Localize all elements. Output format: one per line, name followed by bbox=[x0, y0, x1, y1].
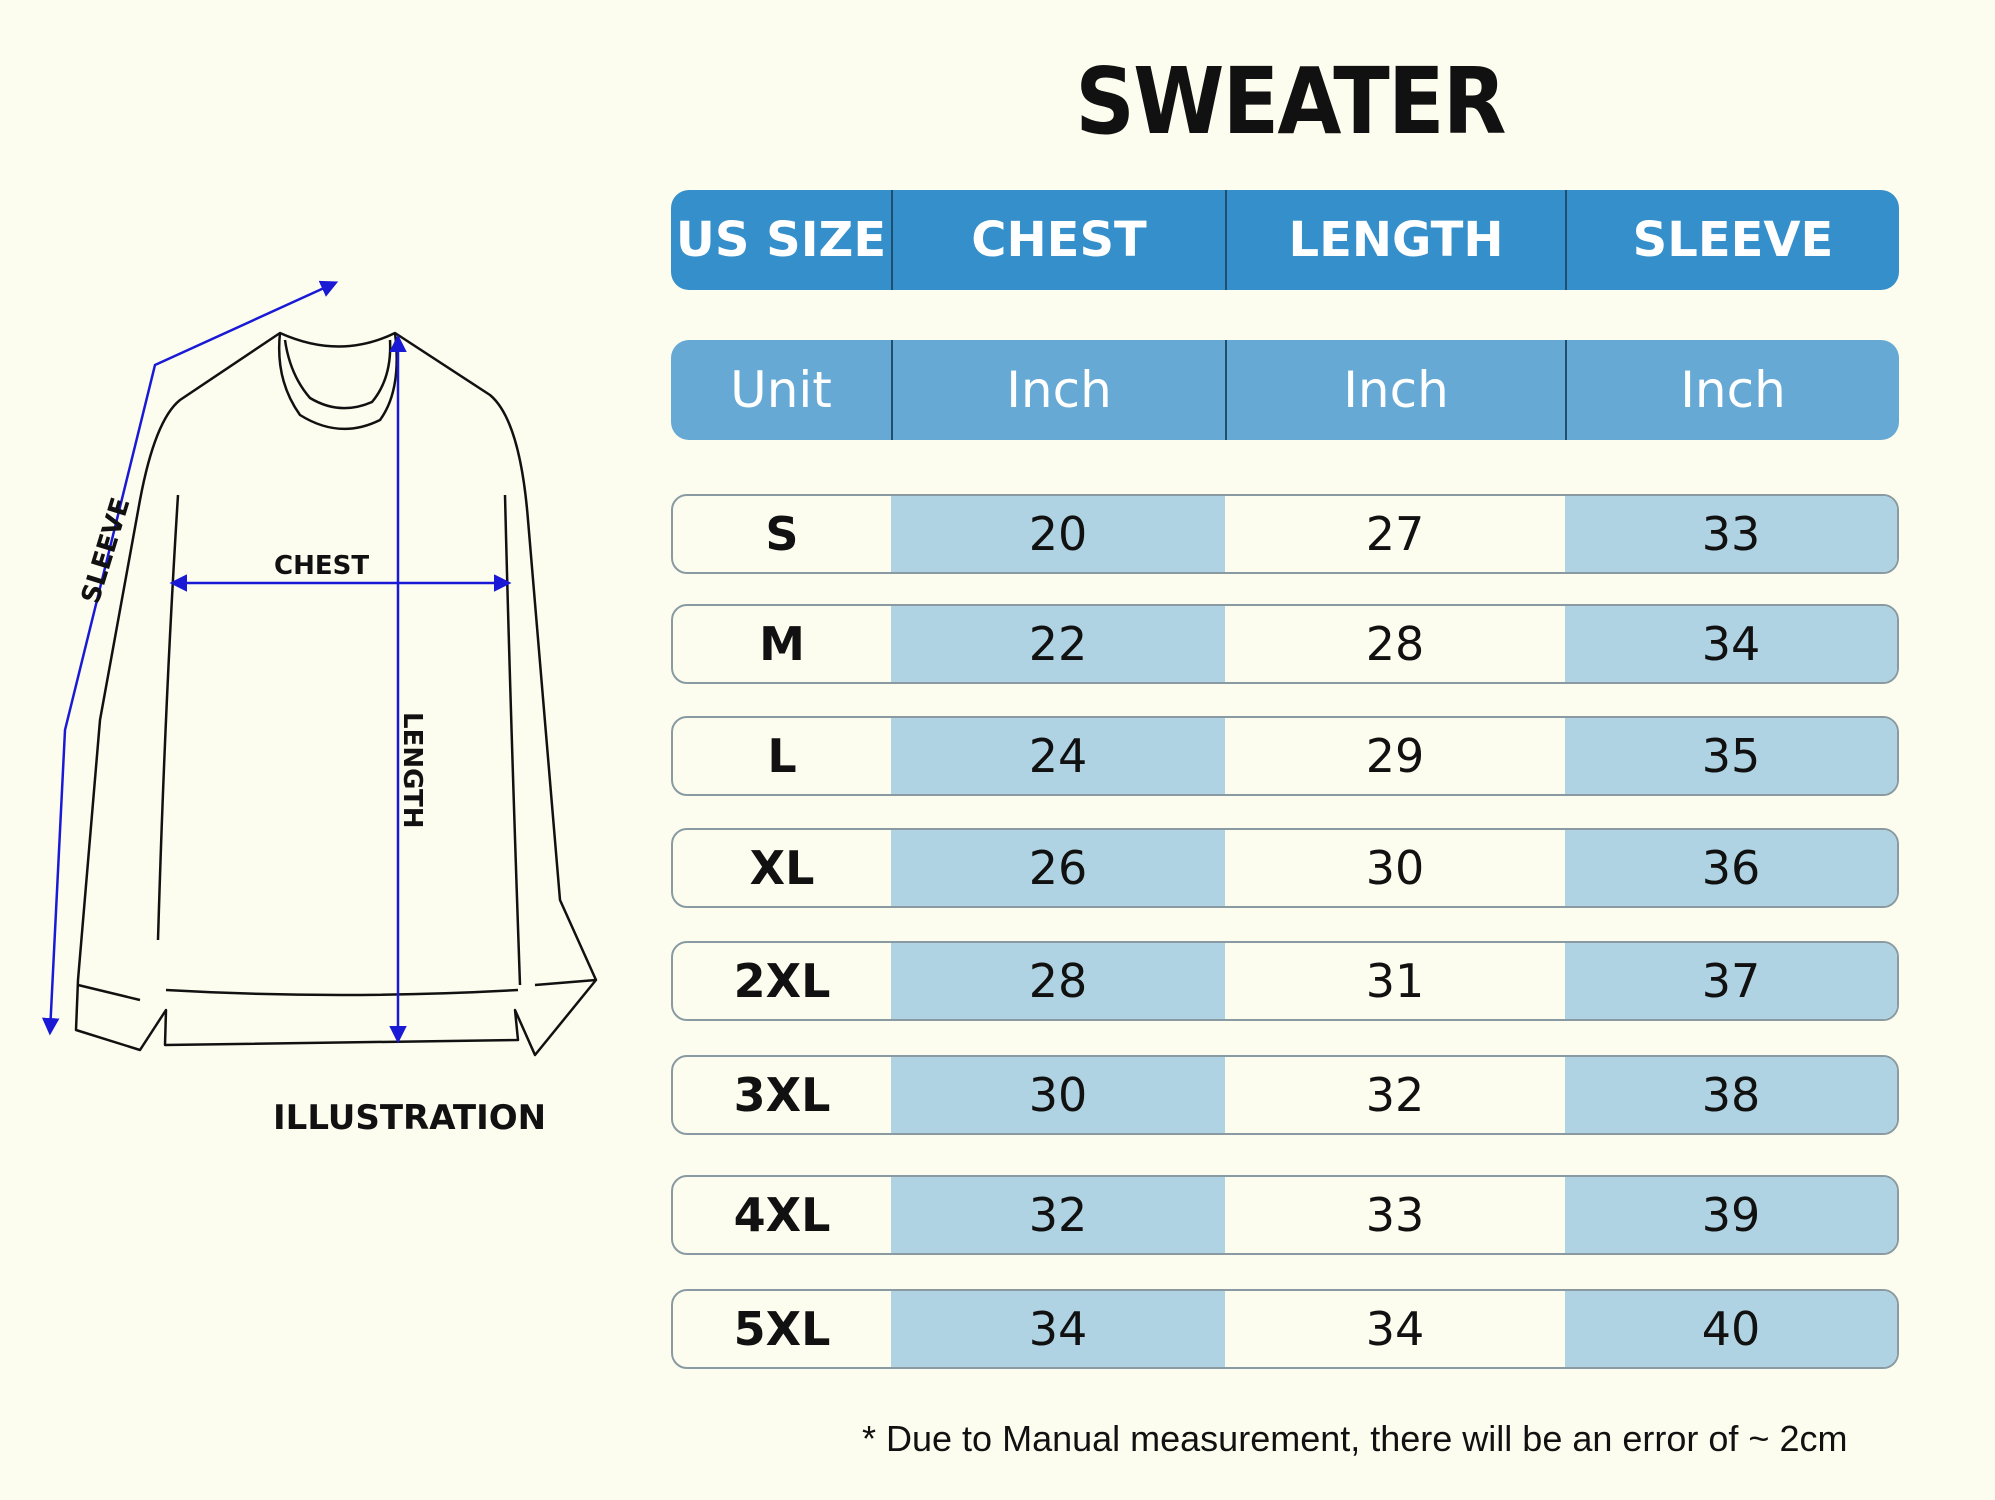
length-measure-label: LENGTH bbox=[397, 712, 427, 828]
sleeve-cell: 33 bbox=[1565, 496, 1897, 572]
chest-cell: 24 bbox=[891, 718, 1225, 794]
header-length: LENGTH bbox=[1225, 190, 1565, 290]
sleeve-measure-label: SLEEVE bbox=[76, 494, 136, 607]
size-cell: XL bbox=[749, 841, 815, 895]
unit-chest: Inch bbox=[891, 340, 1225, 440]
table-row: 4XL 32 33 39 bbox=[671, 1175, 1899, 1255]
length-cell: 29 bbox=[1365, 729, 1425, 783]
chest-cell: 22 bbox=[891, 606, 1225, 682]
length-cell: 33 bbox=[1365, 1188, 1425, 1242]
table-row: 3XL 30 32 38 bbox=[671, 1055, 1899, 1135]
length-cell: 30 bbox=[1365, 841, 1425, 895]
length-cell: 27 bbox=[1365, 507, 1425, 561]
table-row: XL 26 30 36 bbox=[671, 828, 1899, 908]
chest-measure-label: CHEST bbox=[274, 551, 369, 581]
size-cell: L bbox=[767, 729, 797, 783]
size-cell: 2XL bbox=[733, 954, 831, 1008]
sleeve-cell: 40 bbox=[1565, 1291, 1897, 1367]
sleeve-cell: 37 bbox=[1565, 943, 1897, 1019]
table-row: 5XL 34 34 40 bbox=[671, 1289, 1899, 1369]
chest-cell: 34 bbox=[891, 1291, 1225, 1367]
illustration-caption: ILLUSTRATION bbox=[273, 1098, 547, 1138]
sleeve-cell: 34 bbox=[1565, 606, 1897, 682]
sleeve-cell: 38 bbox=[1565, 1057, 1897, 1133]
length-cell: 28 bbox=[1365, 617, 1425, 671]
chest-cell: 32 bbox=[891, 1177, 1225, 1253]
measurement-note: * Due to Manual measurement, there will … bbox=[862, 1418, 1848, 1459]
header-us-size: US SIZE bbox=[675, 212, 887, 268]
unit-sleeve: Inch bbox=[1565, 340, 1899, 440]
length-cell: 34 bbox=[1365, 1302, 1425, 1356]
size-cell: 3XL bbox=[733, 1068, 831, 1122]
header-chest: CHEST bbox=[891, 190, 1225, 290]
size-cell: S bbox=[765, 507, 799, 561]
unit-length: Inch bbox=[1225, 340, 1565, 440]
sleeve-cell: 36 bbox=[1565, 830, 1897, 906]
length-cell: 32 bbox=[1365, 1068, 1425, 1122]
table-row: S 20 27 33 bbox=[671, 494, 1899, 574]
sweater-illustration: SLEEVE CHEST LENGTH bbox=[41, 280, 598, 1057]
chest-cell: 26 bbox=[891, 830, 1225, 906]
length-cell: 31 bbox=[1365, 954, 1425, 1008]
table-row: M 22 28 34 bbox=[671, 604, 1899, 684]
unit-row: Unit Inch Inch Inch bbox=[671, 340, 1899, 440]
size-cell: 4XL bbox=[733, 1188, 831, 1242]
size-table-header: US SIZE CHEST LENGTH SLEEVE bbox=[671, 190, 1899, 290]
sleeve-cell: 39 bbox=[1565, 1177, 1897, 1253]
page-title: SWEATER bbox=[1075, 48, 1506, 155]
size-cell: M bbox=[759, 617, 805, 671]
table-row: L 24 29 35 bbox=[671, 716, 1899, 796]
chest-cell: 28 bbox=[891, 943, 1225, 1019]
table-row: 2XL 28 31 37 bbox=[671, 941, 1899, 1021]
chest-cell: 20 bbox=[891, 496, 1225, 572]
header-sleeve: SLEEVE bbox=[1565, 190, 1899, 290]
sleeve-cell: 35 bbox=[1565, 718, 1897, 794]
size-cell: 5XL bbox=[733, 1302, 831, 1356]
unit-label: Unit bbox=[730, 361, 832, 419]
chest-cell: 30 bbox=[891, 1057, 1225, 1133]
